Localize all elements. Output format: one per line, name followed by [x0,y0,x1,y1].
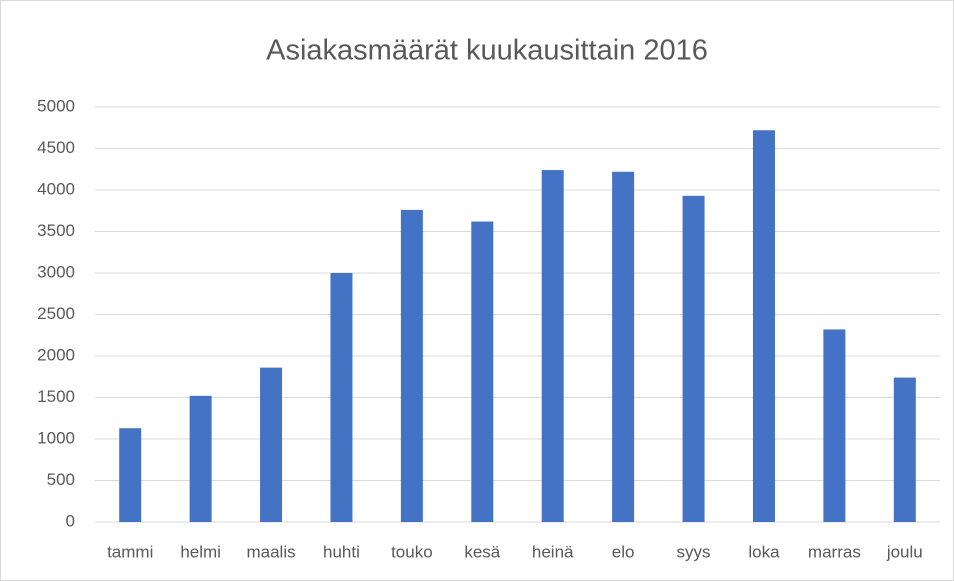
x-tick-label: kesä [464,542,500,561]
bar [119,428,142,522]
x-tick-label: joulu [886,542,923,561]
y-tick-label: 1500 [37,387,75,406]
bar [823,329,846,522]
bar [471,221,494,523]
bar [612,171,635,523]
bar [330,273,353,522]
bar [400,209,423,523]
y-tick-label: 2000 [37,345,75,364]
y-tick-label: 3500 [37,221,75,240]
y-tick-label: 2500 [37,304,75,323]
chart-title: Asiakasmäärät kuukausittain 2016 [266,35,708,67]
x-tick-label: heinä [532,542,574,561]
x-tick-label: loka [748,542,780,561]
y-tick-label: 4500 [37,138,75,157]
y-tick-label: 5000 [37,96,75,115]
x-tick-label: helmi [180,542,221,561]
y-tick-label: 0 [66,511,75,530]
bar [893,377,916,522]
x-tick-label: syys [677,542,711,561]
bar [752,130,775,523]
bar [260,367,283,522]
x-tick-label: elo [612,542,635,561]
x-tick-label: tammi [107,542,153,561]
bar [682,195,705,522]
y-tick-label: 1000 [37,428,75,447]
y-tick-label: 4000 [37,179,75,198]
bar [541,170,564,522]
x-tick-label: maalis [246,542,295,561]
x-tick-label: touko [391,542,433,561]
x-tick-label: huhti [323,542,360,561]
x-tick-label: marras [808,542,861,561]
y-tick-label: 500 [47,470,75,489]
y-tick-label: 3000 [37,262,75,281]
bar [189,395,212,522]
